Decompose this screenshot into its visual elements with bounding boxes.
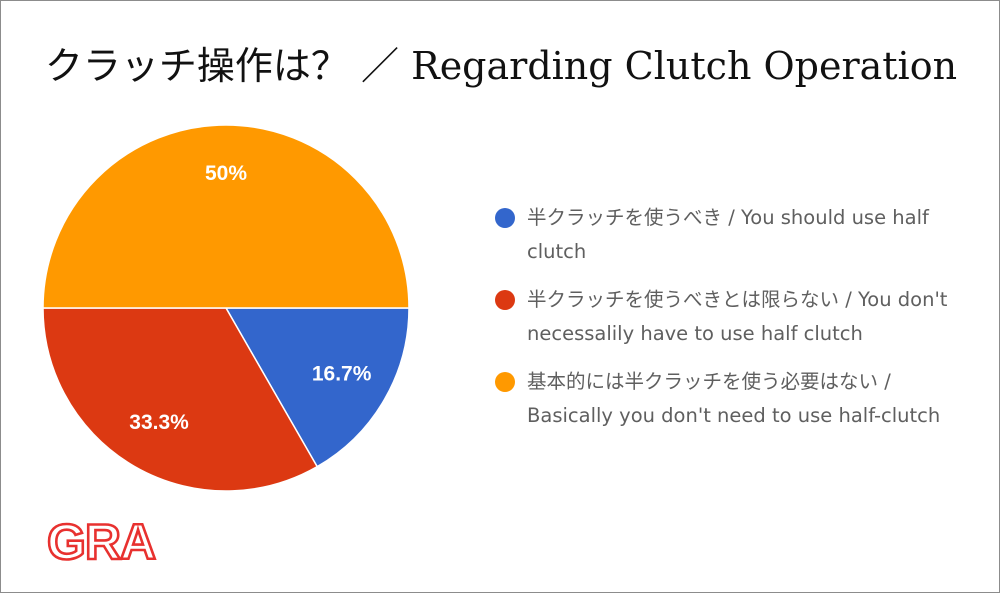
legend-label: 基本的には半クラッチを使う必要はない / Basically you don't… xyxy=(527,370,941,427)
legend-label: 半クラッチを使うべき / You should use half clutch xyxy=(527,206,929,263)
legend-swatch xyxy=(495,290,515,310)
chart-legend: 半クラッチを使うべき / You should use half clutch … xyxy=(491,201,981,447)
gra-logo: GRA xyxy=(46,513,158,571)
chart-title: クラッチ操作は？ ／ Regarding Clutch Operation xyxy=(44,44,958,88)
pie-slice xyxy=(42,307,319,492)
legend-item: 基本的には半クラッチを使う必要はない / Basically you don't… xyxy=(491,365,981,433)
legend-item: 半クラッチを使うべき / You should use half clutch xyxy=(491,201,981,269)
slice-data-label: 16.7% xyxy=(312,362,372,385)
slice-data-label: 50% xyxy=(205,162,247,185)
legend-swatch xyxy=(495,372,515,392)
pie-slice xyxy=(224,307,410,468)
pie-slice xyxy=(42,124,410,309)
legend-swatch xyxy=(495,208,515,228)
logo-text: GRA xyxy=(47,514,155,570)
legend-item: 半クラッチを使うべきとは限らない / You don't necessalily… xyxy=(491,283,981,351)
slice-data-label: 33.3% xyxy=(129,411,189,434)
legend-label: 半クラッチを使うべきとは限らない / You don't necessalily… xyxy=(527,288,948,345)
